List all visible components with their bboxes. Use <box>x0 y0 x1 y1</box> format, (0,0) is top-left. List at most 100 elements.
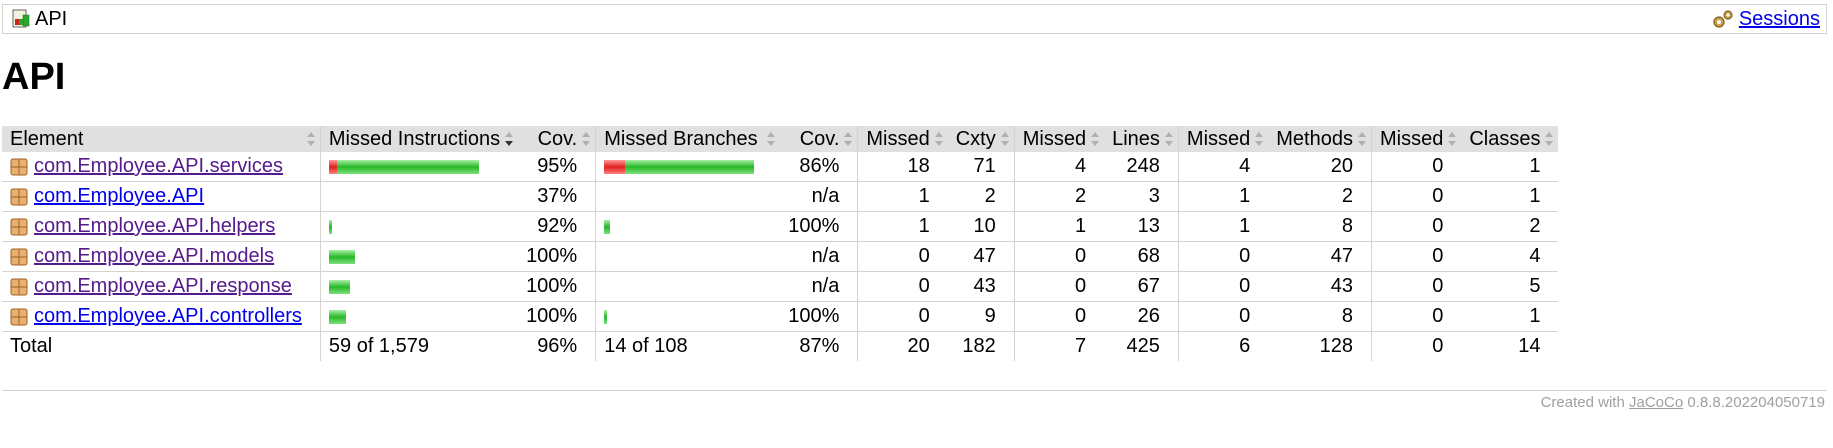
col-header-cov-instructions[interactable]: Cov. <box>518 126 596 152</box>
table-total-row: Total 59 of 1,579 96% 14 of 108 87% 20 1… <box>2 331 1559 361</box>
cell-cov-branches: n/a <box>780 271 858 302</box>
cell-cxty: 71 <box>947 152 1015 182</box>
bar-covered <box>328 249 355 264</box>
package-link[interactable]: com.Employee.API.helpers <box>34 215 276 237</box>
cell-missed-branches <box>595 181 781 212</box>
cell-methods: 43 <box>1268 271 1372 302</box>
cell-missed-cxty: 0 <box>857 271 948 302</box>
table-row: com.Employee.API.helpers 92% 100% 1 10 1 13 1 8 0… <box>2 211 1559 242</box>
package-icon <box>10 248 28 265</box>
total-cov-instructions: 96% <box>518 331 596 361</box>
element-wrap: com.Employee.API <box>10 185 302 208</box>
cell-cov-instructions: 100% <box>518 301 596 332</box>
gears-icon <box>1713 10 1733 28</box>
col-header-missed-lines[interactable]: Missed <box>1013 126 1105 152</box>
cell-missed-branches <box>595 241 781 272</box>
col-header-cov-branches[interactable]: Cov. <box>780 126 858 152</box>
cell-lines: 248 <box>1104 152 1179 182</box>
element-wrap: com.Employee.API.models <box>10 245 302 268</box>
cell-missed-instructions <box>319 241 519 272</box>
col-header-cxty[interactable]: Cxty <box>947 126 1015 152</box>
package-icon <box>10 278 28 295</box>
table-row: com.Employee.API.response 100% n/a 0 43 0 67 0 4… <box>2 271 1559 302</box>
col-header-methods[interactable]: Methods <box>1268 126 1372 152</box>
col-header-missed-branches[interactable]: Missed Branches <box>595 126 781 152</box>
package-icon <box>10 188 28 205</box>
sort-icon <box>1164 132 1173 146</box>
cell-cov-instructions: 100% <box>518 271 596 302</box>
cell-element: com.Employee.API.models <box>2 241 321 272</box>
cell-cxty: 47 <box>947 241 1015 272</box>
col-header-missed-cxty[interactable]: Missed <box>857 126 948 152</box>
total-methods: 128 <box>1268 331 1372 361</box>
element-wrap: com.Employee.API.controllers <box>10 305 302 328</box>
package-link[interactable]: com.Employee.API.controllers <box>34 305 302 327</box>
cell-lines: 67 <box>1104 271 1179 302</box>
cell-methods: 2 <box>1268 181 1372 212</box>
cell-missed-methods: 4 <box>1177 152 1269 182</box>
coverage-table: Element Missed Instructions Cov. Missed … <box>2 126 1559 361</box>
cell-missed-classes: 0 <box>1370 241 1462 272</box>
cell-classes: 1 <box>1461 181 1559 212</box>
sort-icon <box>306 132 315 146</box>
table-body: com.Employee.API.services 95% 86% 18 71 4 248 4… <box>2 152 1559 332</box>
cell-missed-cxty: 1 <box>857 211 948 242</box>
col-header-missed-instructions[interactable]: Missed Instructions <box>319 126 519 152</box>
sort-icon <box>844 132 853 146</box>
bar-missed <box>328 159 337 174</box>
package-link[interactable]: com.Employee.API.models <box>34 245 275 267</box>
cell-missed-lines: 2 <box>1013 181 1105 212</box>
package-icon <box>10 158 28 175</box>
bar-covered <box>336 159 479 174</box>
total-missed-cxty: 20 <box>857 331 948 361</box>
bar-covered <box>328 219 332 234</box>
col-header-missed-methods[interactable]: Missed <box>1177 126 1269 152</box>
cell-cov-branches: n/a <box>780 181 858 212</box>
sort-icon <box>1255 132 1264 146</box>
element-wrap: com.Employee.API.response <box>10 275 302 298</box>
coverage-bar <box>604 159 755 174</box>
package-link[interactable]: com.Employee.API.services <box>34 155 283 177</box>
cell-classes: 4 <box>1461 241 1559 272</box>
cell-missed-classes: 0 <box>1370 301 1462 332</box>
cell-lines: 68 <box>1104 241 1179 272</box>
cell-cov-instructions: 92% <box>518 211 596 242</box>
cell-cov-branches: 100% <box>780 301 858 332</box>
bar-covered <box>328 279 350 294</box>
cell-missed-methods: 0 <box>1177 271 1269 302</box>
page-title: API <box>2 56 66 98</box>
table-row: com.Employee.API.models 100% n/a 0 47 0 68 0 47 0… <box>2 241 1559 272</box>
cell-missed-classes: 0 <box>1370 152 1462 182</box>
footer-prefix: Created with <box>1540 394 1625 411</box>
col-header-classes[interactable]: Classes <box>1461 126 1559 152</box>
sessions-link[interactable]: Sessions <box>1738 7 1820 30</box>
cell-missed-classes: 0 <box>1370 271 1462 302</box>
coverage-bar <box>604 219 611 234</box>
col-header-missed-classes[interactable]: Missed <box>1370 126 1462 152</box>
cell-element: com.Employee.API.response <box>2 271 321 302</box>
cell-missed-lines: 1 <box>1013 211 1105 242</box>
cell-missed-lines: 0 <box>1013 271 1105 302</box>
cell-cov-instructions: 100% <box>518 241 596 272</box>
jacoco-link[interactable]: JaCoCo <box>1628 394 1684 411</box>
cell-missed-cxty: 1 <box>857 181 948 212</box>
cell-missed-instructions <box>319 211 519 242</box>
col-header-lines[interactable]: Lines <box>1104 126 1179 152</box>
sort-icon <box>1091 132 1100 146</box>
cell-cov-branches: 86% <box>780 152 858 182</box>
col-header-element[interactable]: Element <box>2 126 321 152</box>
cell-classes: 2 <box>1461 211 1559 242</box>
cell-missed-cxty: 18 <box>857 152 948 182</box>
package-link[interactable]: com.Employee.API.response <box>34 275 292 297</box>
package-icon <box>10 218 28 235</box>
cell-missed-branches <box>595 211 781 242</box>
table-header-row: Element Missed Instructions Cov. Missed … <box>2 126 1559 152</box>
cell-missed-cxty: 0 <box>857 301 948 332</box>
cell-cxty: 9 <box>947 301 1015 332</box>
sort-icon <box>1448 132 1457 146</box>
package-link[interactable]: com.Employee.API <box>34 185 205 207</box>
cell-element: com.Employee.API.controllers <box>2 301 321 332</box>
total-label: Total <box>2 331 321 361</box>
bar-covered <box>604 309 608 324</box>
breadcrumb-title: API <box>35 7 68 30</box>
